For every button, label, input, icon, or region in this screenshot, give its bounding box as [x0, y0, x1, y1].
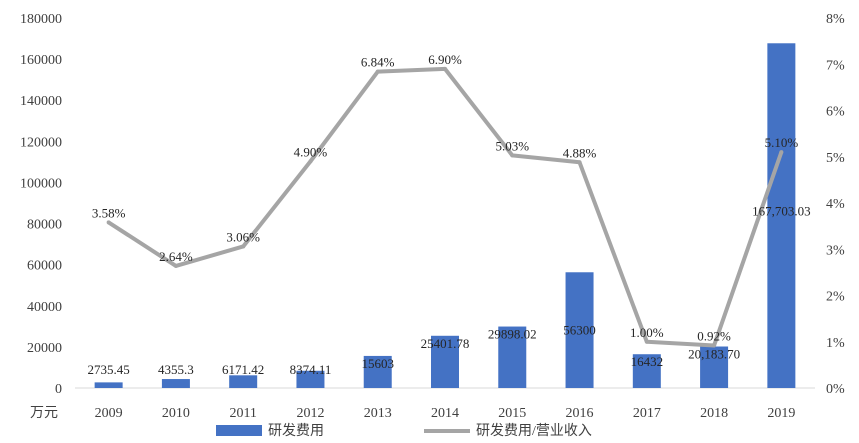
x-tick-label: 2019: [767, 406, 795, 421]
bar: [632, 354, 661, 388]
bar-value-label: 20,183.70: [688, 347, 740, 362]
line-value-label: 2.64%: [159, 249, 193, 264]
x-tick-label: 2011: [229, 406, 256, 421]
bar: [296, 370, 325, 388]
left-y-tick-label: 140000: [20, 94, 62, 109]
left-y-tick-label: 40000: [27, 300, 62, 315]
line-value-label: 6.84%: [361, 55, 395, 70]
line-point: [106, 220, 111, 225]
bar: [431, 335, 459, 388]
bar-value-label: 167,703.03: [752, 203, 811, 218]
bar: [565, 272, 594, 388]
left-axis-unit-label: 万元: [30, 406, 58, 421]
left-y-tick-label: 120000: [20, 135, 62, 150]
right-y-tick-label: 4%: [826, 197, 845, 212]
line-point: [375, 69, 380, 74]
line-value-label: 5.03%: [495, 138, 529, 153]
left-y-tick-label: 80000: [27, 218, 62, 233]
x-tick-label: 2009: [95, 406, 123, 421]
bar: [161, 379, 190, 388]
bar-series: [94, 43, 796, 389]
line-value-label: 5.10%: [765, 135, 799, 150]
line-path: [107, 66, 784, 348]
bar: [94, 382, 123, 388]
bar: [229, 375, 258, 388]
line-value-label: 0.92%: [697, 328, 731, 343]
x-tick-label: 2017: [633, 406, 661, 421]
line-value-label: 3.06%: [226, 229, 260, 244]
bar-value-label: 29898.02: [488, 327, 537, 342]
left-y-tick-label: 180000: [20, 12, 62, 27]
line-point: [644, 339, 649, 344]
line-point: [443, 66, 447, 71]
right-y-tick-label: 8%: [826, 12, 845, 27]
left-y-tick-label: 0: [55, 382, 62, 397]
bar: [363, 355, 392, 388]
right-y-axis: 0% 1% 2% 3% 4% 5% 6% 7% 8%: [826, 12, 845, 397]
left-y-tick-label: 60000: [27, 259, 62, 274]
bar-value-label: 2735.45: [88, 362, 130, 377]
x-tick-label: 2010: [162, 406, 190, 421]
bar-value-label: 8374.11: [290, 362, 332, 377]
bar-value-label: 6171.42: [222, 362, 264, 377]
right-y-tick-label: 3%: [826, 243, 845, 258]
x-tick-label: 2015: [498, 406, 526, 421]
line-value-label: 6.90%: [428, 52, 462, 67]
legend-line-label: 研发费用/营业收入: [476, 423, 592, 439]
bar-data-labels: 2735.45 4355.3 6171.42 8374.11 15603 25401.78…: [88, 203, 811, 377]
line-value-label: 4.90%: [294, 144, 328, 159]
line-point: [510, 153, 515, 158]
x-tick-label: 2016: [566, 406, 594, 421]
line-point: [779, 150, 784, 155]
bar: [498, 326, 527, 388]
x-tick-label: 2014: [431, 406, 459, 421]
x-tick-label: 2012: [296, 406, 324, 421]
line-point: [712, 343, 717, 348]
line-value-label: 1.00%: [630, 325, 664, 340]
line-point: [173, 263, 178, 268]
left-y-axis: 0 20000 40000 60000 80000 100000 120000 140000 1…: [20, 12, 62, 397]
left-y-tick-label: 100000: [20, 176, 62, 191]
bar: [767, 43, 796, 389]
line-data-labels: 3.58% 2.64% 3.06% 4.90% 6.84% 6.90% 5.03% 4.88%…: [92, 52, 798, 344]
right-y-tick-label: 6%: [826, 105, 845, 120]
bar: [700, 346, 729, 388]
line-series: [106, 66, 784, 348]
legend-bar-swatch: [216, 425, 262, 436]
line-point: [241, 244, 246, 249]
line-point: [577, 160, 582, 165]
right-y-tick-label: 5%: [826, 151, 845, 166]
right-y-tick-label: 1%: [826, 336, 845, 351]
bar-value-label: 15603: [361, 356, 394, 371]
right-y-tick-label: 2%: [826, 290, 845, 305]
bar-value-label: 16432: [631, 354, 664, 369]
x-tick-label: 2018: [700, 406, 728, 421]
x-tick-label: 2013: [364, 406, 392, 421]
legend: 研发费用 研发费用/营业收入: [216, 423, 592, 439]
left-y-tick-label: 20000: [27, 341, 62, 356]
bar-value-label: 56300: [563, 322, 596, 337]
legend-bar-label: 研发费用: [268, 423, 324, 439]
right-y-tick-label: 7%: [826, 58, 845, 73]
right-y-tick-label: 0%: [826, 382, 845, 397]
bar-value-label: 4355.3: [158, 362, 194, 377]
line-point: [308, 159, 313, 164]
x-axis-ticks: 2009 2010 2011 2012 2013 2014 2015 2016 2017 2018…: [95, 406, 796, 421]
line-value-label: 4.88%: [563, 145, 597, 160]
left-y-tick-label: 160000: [20, 53, 62, 68]
line-value-label: 3.58%: [92, 205, 126, 220]
bar-value-label: 25401.78: [421, 336, 470, 351]
